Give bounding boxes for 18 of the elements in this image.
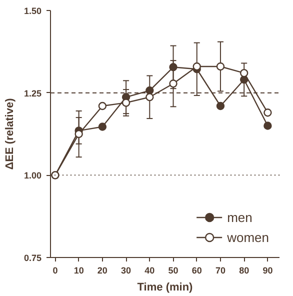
x-tick-label: 20	[97, 266, 108, 276]
x-tick-label: 10	[74, 266, 84, 276]
x-tick-label: 30	[121, 266, 132, 276]
x-tick-label: 80	[239, 266, 250, 276]
y-axis-title: ΔEE (relative)	[4, 98, 16, 170]
x-tick-label: 70	[215, 266, 226, 276]
legend-label: men	[227, 210, 252, 224]
legend-label: women	[227, 230, 269, 244]
y-tick-label: 1.00	[24, 170, 42, 181]
x-axis-title: Time (min)	[137, 282, 194, 294]
y-tick-label: 1.50	[24, 6, 42, 16]
x-tick-label: 90	[262, 266, 273, 276]
y-tick-label: 0.75	[24, 253, 42, 263]
x-tick-label: 0	[52, 266, 58, 276]
y-tick-label: 1.25	[24, 88, 42, 98]
x-tick-label: 50	[168, 266, 178, 276]
x-tick-label: 40	[144, 266, 155, 276]
x-tick-label: 60	[192, 266, 202, 276]
